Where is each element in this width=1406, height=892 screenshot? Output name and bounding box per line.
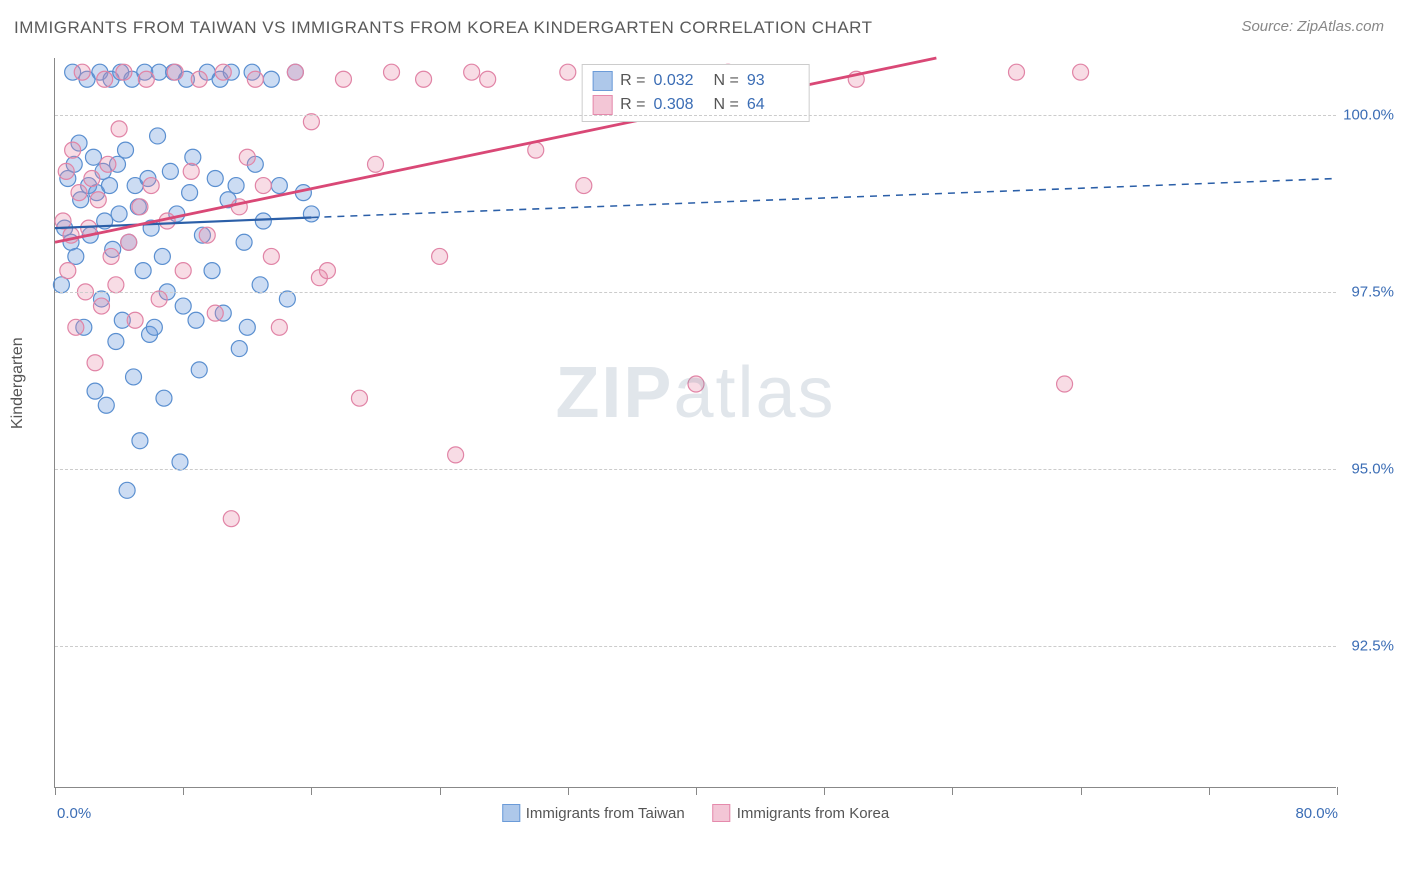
y-axis-label: Kindergarten <box>9 337 27 429</box>
source-label: Source: ZipAtlas.com <box>1241 18 1384 35</box>
y-tick-label: 95.0% <box>1351 461 1394 478</box>
x-max-label: 80.0% <box>1295 805 1338 822</box>
chart-title: IMMIGRANTS FROM TAIWAN VS IMMIGRANTS FRO… <box>14 18 873 38</box>
swatch-korea-legend <box>713 804 731 822</box>
stats-box: R = 0.032 N = 93 R = 0.308 N = 64 <box>581 64 810 122</box>
legend-label-taiwan: Immigrants from Taiwan <box>526 805 685 822</box>
swatch-korea <box>592 95 612 115</box>
legend-label-korea: Immigrants from Korea <box>737 805 890 822</box>
n-value-korea: 64 <box>747 96 799 114</box>
n-label: N = <box>714 96 739 114</box>
r-value-korea: 0.308 <box>654 96 706 114</box>
plot-svg <box>55 58 1336 787</box>
swatch-taiwan <box>592 71 612 91</box>
chart-area: ZIPatlas R = 0.032 N = 93 R = 0.308 N = … <box>54 58 1336 788</box>
n-label: N = <box>714 72 739 90</box>
stats-row-korea: R = 0.308 N = 64 <box>592 93 799 117</box>
n-value-taiwan: 93 <box>747 72 799 90</box>
y-tick-label: 100.0% <box>1343 106 1394 123</box>
x-min-label: 0.0% <box>57 805 91 822</box>
legend-korea: Immigrants from Korea <box>713 804 890 822</box>
r-label: R = <box>620 72 645 90</box>
stats-row-taiwan: R = 0.032 N = 93 <box>592 69 799 93</box>
bottom-legend: Immigrants from Taiwan Immigrants from K… <box>502 804 889 822</box>
y-tick-label: 97.5% <box>1351 283 1394 300</box>
r-value-taiwan: 0.032 <box>654 72 706 90</box>
y-tick-label: 92.5% <box>1351 638 1394 655</box>
legend-taiwan: Immigrants from Taiwan <box>502 804 685 822</box>
swatch-taiwan-legend <box>502 804 520 822</box>
r-label: R = <box>620 96 645 114</box>
